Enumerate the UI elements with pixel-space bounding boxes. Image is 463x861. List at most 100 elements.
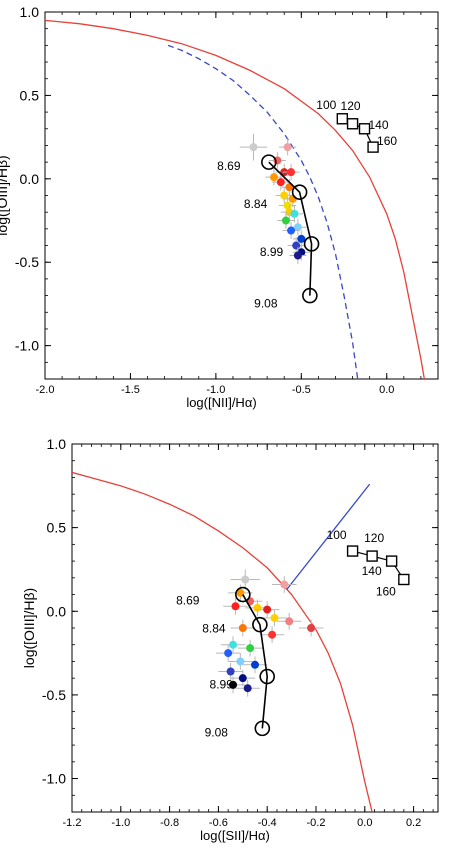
data-point bbox=[263, 605, 272, 614]
data-point bbox=[251, 660, 259, 669]
data-point bbox=[283, 143, 292, 152]
data-point bbox=[253, 603, 262, 612]
square-track-marker bbox=[346, 545, 359, 557]
model-track-line bbox=[242, 594, 269, 729]
model-track-label: 9.08 bbox=[205, 725, 229, 739]
square-track-marker bbox=[366, 550, 378, 562]
demarcation-curve bbox=[72, 471, 373, 812]
x-tick-label: -2.0 bbox=[36, 384, 55, 396]
data-point bbox=[238, 624, 247, 632]
square-track-label: 120 bbox=[341, 99, 361, 113]
square-track-label: 120 bbox=[364, 531, 384, 545]
x-axis-label: log([NII]/Hα) bbox=[186, 395, 256, 410]
y-tick-label: 1.0 bbox=[20, 4, 40, 20]
model-track-marker bbox=[261, 154, 277, 170]
x-tick-label: -1.0 bbox=[111, 817, 130, 829]
x-tick-label: 0.2 bbox=[406, 817, 421, 829]
square-track-label: 100 bbox=[327, 528, 347, 542]
data-point bbox=[287, 168, 296, 177]
demarcation-curve bbox=[45, 19, 425, 379]
y-tick-label: 0.0 bbox=[47, 603, 67, 619]
y-axis-label: log([OIII]/Hβ) bbox=[0, 155, 10, 235]
model-track-label: 8.69 bbox=[176, 594, 200, 608]
data-point bbox=[297, 234, 306, 243]
model-track-marker bbox=[291, 184, 308, 200]
model-track-marker bbox=[259, 668, 276, 685]
x-tick-label: -0.2 bbox=[307, 817, 326, 829]
square-track-marker bbox=[367, 141, 379, 153]
y-tick-label: 0.5 bbox=[47, 520, 67, 536]
x-tick-label: -0.6 bbox=[209, 817, 228, 829]
y-tick-label: -1.0 bbox=[15, 338, 39, 354]
data-point bbox=[249, 143, 258, 152]
model-track-line bbox=[268, 161, 313, 296]
data-point bbox=[226, 667, 235, 676]
bpt-sii-panel: -1.2 -1.0 -0.8 -0.6 -0.4 -0.2 0.0 0.2 1.0 0.5 0.0 -… bbox=[21, 436, 439, 843]
plot-area bbox=[72, 471, 410, 812]
data-point bbox=[280, 191, 289, 200]
square-track-marker bbox=[346, 118, 359, 130]
data-point bbox=[285, 617, 294, 626]
model-track-marker bbox=[302, 287, 318, 304]
data-point bbox=[287, 226, 296, 235]
y-tick-label: 1.0 bbox=[47, 436, 67, 452]
square-track-line bbox=[352, 550, 405, 580]
x-tick-label: -0.5 bbox=[292, 384, 311, 396]
square-track-label: 140 bbox=[362, 564, 382, 578]
plot-area bbox=[45, 19, 425, 379]
model-track-label: 8.99 bbox=[210, 678, 234, 692]
data-point bbox=[231, 602, 240, 611]
y-axis-label: log([OIII]/Hβ) bbox=[21, 588, 37, 668]
data-point bbox=[236, 657, 245, 666]
square-track-label: 140 bbox=[369, 118, 389, 132]
demarcation-curve bbox=[286, 483, 371, 590]
x-tick-label: 0.0 bbox=[357, 817, 372, 829]
model-track-label: 8.84 bbox=[202, 622, 226, 636]
data-point bbox=[290, 209, 299, 218]
data-point bbox=[246, 644, 255, 653]
data-point bbox=[293, 223, 302, 232]
x-axis-label: log([SII]/Hα) bbox=[200, 828, 270, 843]
data-point bbox=[280, 580, 289, 589]
data-point bbox=[293, 251, 302, 260]
data-point bbox=[238, 674, 247, 683]
x-tick-label: -1.5 bbox=[121, 384, 140, 396]
data-point bbox=[229, 680, 238, 689]
y-tick-label: 0.0 bbox=[20, 171, 40, 187]
bpt-nii-panel: -2.0 -1.5 -1.0 -0.5 0.01.00.50.0-0.5-1.0log(… bbox=[0, 4, 439, 410]
model-track-marker bbox=[235, 586, 251, 603]
data-point bbox=[229, 640, 238, 649]
data-point bbox=[224, 649, 233, 658]
data-point bbox=[276, 178, 285, 187]
y-tick-label: 0.5 bbox=[20, 87, 40, 103]
model-track-label: 8.69 bbox=[217, 159, 241, 173]
square-track-label: 160 bbox=[377, 134, 397, 148]
y-tick-label: -0.5 bbox=[42, 687, 66, 703]
y-tick-label: -1.0 bbox=[42, 771, 66, 787]
square-track-label: 160 bbox=[376, 584, 396, 598]
data-point bbox=[268, 630, 277, 639]
data-point bbox=[281, 216, 290, 225]
model-track-marker bbox=[303, 236, 320, 252]
model-track-label: 9.08 bbox=[254, 297, 278, 311]
model-track-label: 8.99 bbox=[260, 245, 284, 259]
data-point bbox=[241, 575, 250, 584]
square-track-marker bbox=[385, 555, 398, 567]
square-track-marker bbox=[398, 573, 410, 586]
x-tick-label: -1.2 bbox=[63, 817, 82, 829]
data-point bbox=[243, 684, 252, 693]
data-point bbox=[307, 624, 316, 632]
model-track-marker bbox=[254, 720, 271, 737]
model-track-label: 8.84 bbox=[244, 197, 268, 211]
data-point bbox=[292, 241, 301, 250]
y-tick-label: -0.5 bbox=[15, 254, 39, 270]
x-tick-label: -0.4 bbox=[258, 817, 277, 829]
square-track-marker bbox=[336, 113, 349, 125]
x-tick-label: -1.0 bbox=[206, 384, 225, 396]
model-track-marker bbox=[252, 616, 268, 633]
dashed-demarcation-curve bbox=[167, 44, 359, 379]
data-point bbox=[270, 613, 279, 622]
x-tick-label: 0.0 bbox=[379, 384, 394, 396]
data-point bbox=[269, 173, 278, 182]
